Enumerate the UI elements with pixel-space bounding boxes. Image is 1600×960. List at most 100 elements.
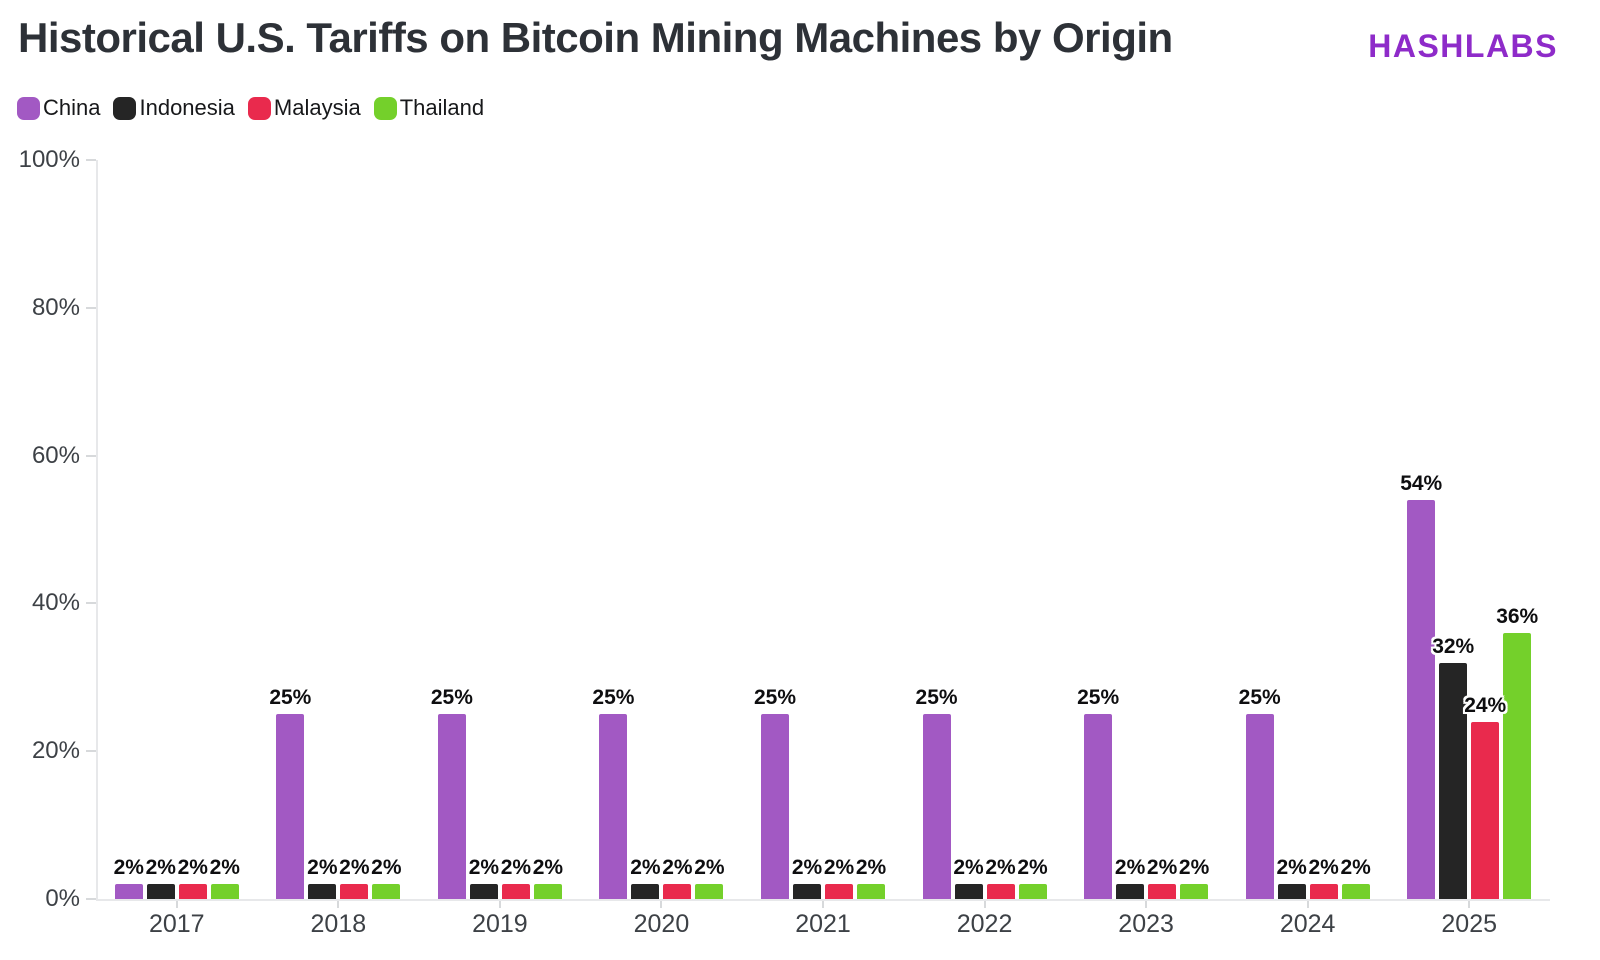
bar-indonesia-2023 (1116, 884, 1145, 899)
y-axis-tick (86, 750, 96, 753)
bar-malaysia-2023 (1148, 884, 1177, 899)
bar-china-2017 (114, 884, 143, 899)
y-axis-line (96, 160, 98, 899)
bar-label: 2% (113, 856, 144, 880)
bar-indonesia-2020 (631, 884, 660, 899)
bar-label: 2% (791, 856, 823, 880)
x-axis-tick (1145, 901, 1148, 908)
bar-label: 2% (662, 856, 693, 880)
bar-china-2021 (761, 714, 789, 899)
legend-item: Thailand (373, 95, 484, 121)
bar-label: 2% (145, 856, 176, 880)
bar-label: 2% (823, 856, 855, 880)
bar-label: 2% (953, 856, 984, 880)
y-axis-tick (86, 306, 96, 309)
x-axis-tick (175, 901, 178, 908)
bar-label: 54% (1400, 471, 1443, 495)
bar-thailand-2024 (1341, 884, 1370, 899)
bar-thailand-2018 (372, 884, 401, 899)
bar-thailand-2020 (695, 884, 724, 899)
bar-china-2025 (1407, 499, 1436, 899)
bar-thailand-2023 (1180, 884, 1209, 899)
y-axis-tick (86, 454, 96, 457)
legend-item: Indonesia (113, 95, 235, 121)
bar-label: 2% (1114, 856, 1146, 880)
bar-malaysia-2020 (663, 884, 692, 899)
bar-label: 25% (1238, 686, 1281, 710)
x-axis-tick (983, 901, 986, 908)
x-axis-tick (337, 901, 340, 908)
x-axis-label: 2020 (633, 910, 690, 938)
bar-label: 25% (269, 686, 312, 710)
bar-indonesia-2017 (146, 884, 175, 899)
bar-label: 2% (532, 856, 564, 880)
x-axis-label: 2022 (956, 910, 1013, 938)
bar-malaysia-2022 (986, 884, 1015, 899)
bar-thailand-2019 (533, 884, 562, 899)
page-title: Historical U.S. Tariffs on Bitcoin Minin… (18, 14, 1173, 61)
bar-label: 2% (985, 856, 1016, 880)
bar-thailand-2025 (1503, 632, 1532, 899)
bar-label: 2% (1276, 856, 1307, 880)
x-axis-label: 2025 (1441, 910, 1498, 938)
bar-label: 2% (1017, 856, 1048, 880)
y-axis-label: 40% (31, 589, 80, 617)
bar-label: 2% (1146, 856, 1178, 880)
legend: China Indonesia Malaysia Thailand (17, 95, 484, 121)
bar-label: 2% (371, 856, 402, 880)
bar-label: 2% (209, 856, 240, 880)
y-axis-tick (86, 159, 96, 161)
bar-label: 2% (1340, 856, 1371, 880)
x-axis-label: 2019 (472, 910, 528, 938)
bar-indonesia-2021 (793, 884, 821, 899)
bar-indonesia-2025 (1439, 662, 1468, 899)
bar-thailand-2021 (857, 884, 885, 899)
bar-malaysia-2019 (501, 884, 530, 899)
y-axis-tick (86, 898, 96, 900)
bar-label: 2% (307, 856, 338, 880)
y-axis-label: 60% (31, 441, 80, 469)
bar-malaysia-2017 (178, 884, 207, 899)
bar-label: 2% (855, 856, 887, 880)
bar-label: 2% (468, 856, 500, 880)
legend-swatch (373, 96, 397, 120)
bar-thailand-2017 (210, 884, 239, 899)
x-axis-tick (822, 901, 824, 908)
bar-label: 36% (1496, 604, 1539, 628)
legend-label: Malaysia (273, 95, 361, 120)
bar-label: 2% (177, 856, 208, 880)
bar-indonesia-2024 (1277, 884, 1306, 899)
bar-china-2019 (437, 714, 466, 899)
y-axis-label: 0% (45, 885, 80, 912)
y-axis-label: 80% (31, 293, 80, 321)
x-axis-tick (498, 901, 501, 908)
bar-label: 2% (630, 856, 661, 880)
bar-malaysia-2018 (340, 884, 369, 899)
legend-swatch (247, 96, 271, 120)
bar-china-2023 (1084, 714, 1113, 899)
brand-logo: HASHLABS (1368, 28, 1558, 64)
y-axis-label: 20% (31, 737, 80, 765)
bar-indonesia-2022 (954, 884, 983, 899)
legend-swatch (113, 96, 137, 120)
x-axis-tick (1306, 901, 1309, 908)
legend-label: Indonesia (139, 95, 235, 120)
bar-china-2018 (276, 714, 305, 899)
y-axis-label: 100% (18, 146, 80, 173)
bar-label: 2% (1178, 856, 1210, 880)
bar-china-2024 (1245, 714, 1274, 899)
x-axis-label: 2024 (1279, 910, 1336, 938)
bar-label: 25% (592, 686, 635, 710)
bar-label: 2% (694, 856, 725, 880)
bar-indonesia-2018 (308, 884, 337, 899)
x-axis-label: 2018 (310, 910, 367, 938)
bar-label: 24% (1464, 693, 1507, 717)
bar-china-2020 (599, 714, 628, 899)
legend-item: China (17, 95, 100, 121)
bar-label: 25% (753, 686, 797, 710)
bar-label: 25% (430, 686, 473, 710)
bar-label: 32% (1432, 634, 1475, 658)
x-axis-label: 2023 (1118, 910, 1174, 938)
